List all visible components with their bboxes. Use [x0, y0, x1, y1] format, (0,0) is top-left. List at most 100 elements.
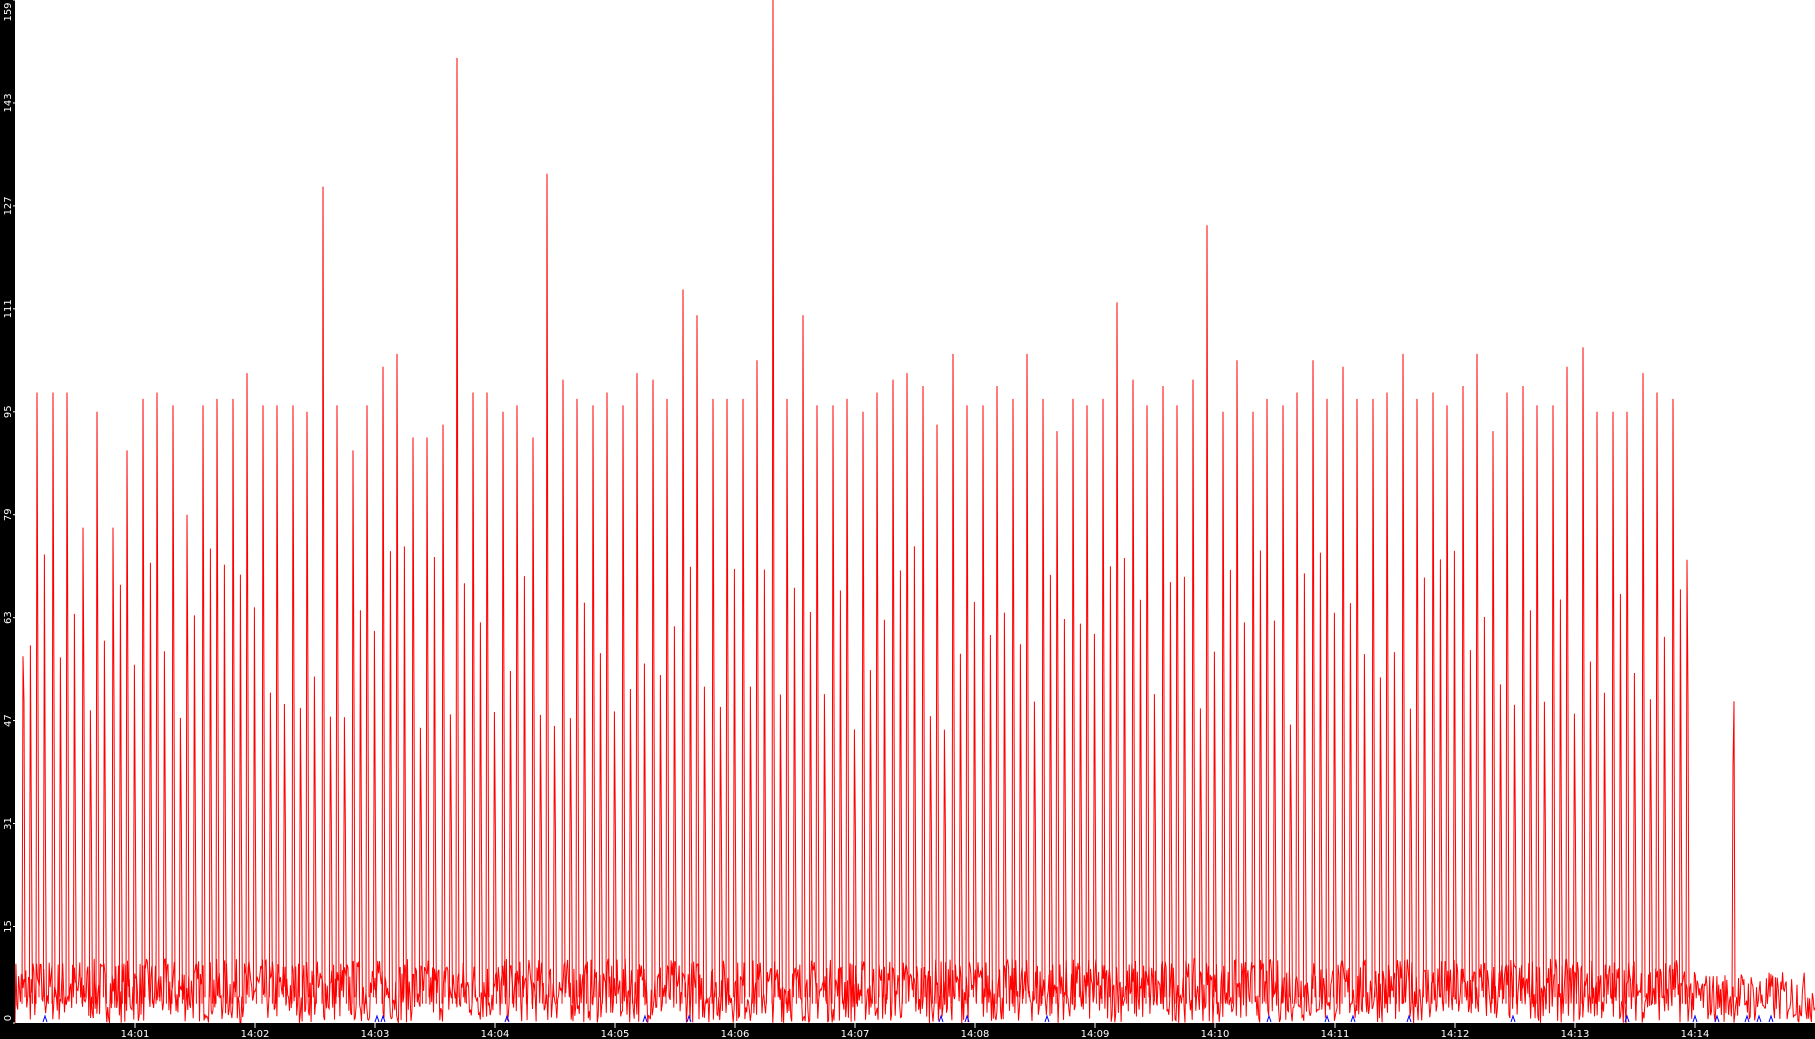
secondary-peak-mark [612, 711, 617, 1004]
secondary-peak-mark [1032, 701, 1037, 1004]
peak-mark [185, 514, 190, 1004]
peak-mark [815, 405, 820, 1004]
peak-mark [575, 398, 580, 1004]
peak-mark [155, 392, 160, 1004]
peak-mark [591, 405, 596, 1004]
peak-mark [621, 405, 626, 1004]
peak-mark [1325, 398, 1330, 1004]
secondary-peak-mark [642, 663, 647, 1004]
secondary-peak-mark [1468, 650, 1473, 1004]
peak-mark [1251, 411, 1256, 1004]
event-marker [1756, 1014, 1762, 1023]
peak-mark [741, 398, 746, 1004]
secondary-peak-mark [852, 729, 857, 1004]
secondary-peak-mark [1092, 633, 1097, 1004]
peak-mark [231, 398, 236, 1004]
peak-mark [951, 353, 956, 1004]
secondary-peak-mark [552, 725, 557, 1004]
peak-mark [1221, 411, 1226, 1004]
peak-mark [1085, 405, 1090, 1004]
peak-mark [455, 57, 460, 1004]
peak-mark [665, 398, 670, 1004]
event-marker [938, 1014, 944, 1023]
y-tick-label: 159 [3, 2, 14, 21]
event-marker [504, 1014, 510, 1023]
y-tick-label: 63 [3, 611, 14, 624]
peak-mark [1401, 353, 1406, 1004]
event-marker [1044, 1014, 1050, 1023]
peak-mark [1191, 379, 1196, 1004]
peak-mark [351, 450, 356, 1004]
peak-mark [125, 450, 130, 1004]
peak-mark [1311, 360, 1316, 1004]
event-marker [686, 1014, 692, 1023]
peak-mark [261, 405, 266, 1004]
secondary-peak-mark [508, 671, 513, 1004]
peak-mark [831, 405, 836, 1004]
secondary-peak-mark [672, 626, 677, 1004]
secondary-peak-mark [628, 688, 633, 1004]
peak-mark [1625, 411, 1630, 1004]
peak-mark [471, 392, 476, 1004]
secondary-peak-mark [462, 583, 467, 1004]
secondary-peak-mark [492, 711, 497, 1004]
event-marker [42, 1014, 48, 1023]
peak-mark [1431, 392, 1436, 1004]
secondary-peak-mark [88, 710, 93, 1004]
peak-mark [725, 398, 730, 1004]
secondary-peak-mark [1348, 603, 1353, 1004]
secondary-peak-mark [58, 657, 63, 1004]
secondary-peak-mark [958, 653, 963, 1004]
peak-mark [561, 379, 566, 1004]
peak-mark [275, 405, 280, 1004]
secondary-peak-mark [1482, 616, 1487, 1004]
event-marker [1324, 1014, 1330, 1023]
secondary-peak-mark [1002, 612, 1007, 1004]
peak-mark [171, 405, 176, 1004]
secondary-peak-mark [522, 576, 527, 1004]
peak-mark [995, 386, 1000, 1004]
secondary-peak-mark [358, 610, 363, 1004]
peak-mark [771, 0, 776, 1004]
secondary-peak-mark [868, 670, 873, 1004]
y-axis-bar [0, 0, 15, 1039]
y-tick-label: 15 [3, 920, 14, 933]
peak-mark [411, 437, 416, 1004]
secondary-peak-mark [1048, 574, 1053, 1004]
secondary-peak-mark [1272, 620, 1277, 1004]
secondary-peak-mark [1408, 708, 1413, 1004]
secondary-peak-mark [1362, 654, 1367, 1004]
peak-mark [441, 424, 446, 1004]
secondary-peak-mark [778, 694, 783, 1004]
peak-mark [515, 405, 520, 1004]
peak-mark [365, 405, 370, 1004]
peak-mark [395, 353, 400, 1004]
peak-mark [921, 386, 926, 1004]
secondary-peak-mark [1528, 610, 1533, 1004]
x-tick-label: 14:02 [241, 1029, 270, 1039]
secondary-peak-mark [702, 686, 707, 1004]
peak-mark [1041, 398, 1046, 1004]
peak-mark [215, 398, 220, 1004]
secondary-peak-mark [162, 651, 167, 1004]
baseline-trace [14, 957, 1815, 1024]
secondary-peak-mark [432, 556, 437, 1004]
peak-mark [1265, 398, 1270, 1004]
peak-mark [1505, 392, 1510, 1004]
peak-mark [1371, 398, 1376, 1004]
y-tick-label: 143 [3, 93, 14, 112]
secondary-peak-mark [268, 692, 273, 1004]
secondary-peak-mark [1602, 692, 1607, 1004]
secondary-peak-mark [148, 562, 153, 1004]
x-tick-label: 14:03 [361, 1029, 390, 1039]
secondary-peak-mark [208, 548, 213, 1004]
secondary-peak-mark [942, 729, 947, 1004]
peak-mark [1535, 405, 1540, 1004]
peak-mark [81, 527, 86, 1004]
peak-mark [1551, 405, 1556, 1004]
secondary-peak-mark [988, 635, 993, 1004]
secondary-peak-mark [388, 551, 393, 1004]
peak-mark [545, 173, 550, 1004]
event-marker [1406, 1014, 1412, 1023]
event-marker [374, 1014, 380, 1023]
